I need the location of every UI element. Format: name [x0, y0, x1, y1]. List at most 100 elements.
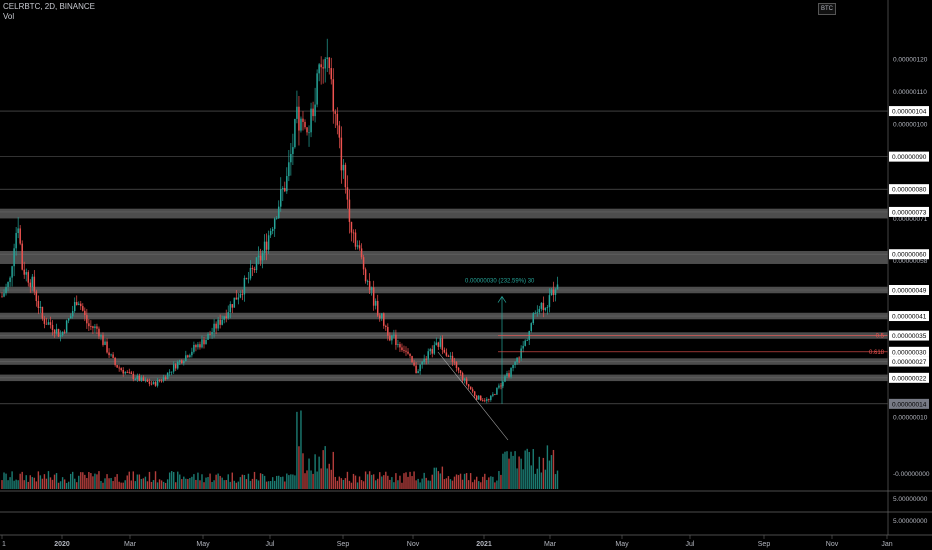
volume-bar: [403, 473, 405, 489]
candle-body: [233, 297, 236, 308]
candle-body: [395, 334, 397, 345]
volume-bar: [532, 449, 534, 489]
candle-body: [376, 300, 379, 316]
volume-bar: [393, 482, 395, 489]
candle-body: [235, 297, 238, 300]
volume-bar: [187, 479, 189, 489]
candle-body: [540, 302, 543, 309]
candle-body: [449, 355, 452, 357]
candle-body: [322, 67, 324, 69]
candle-body: [43, 318, 46, 324]
candle-body: [90, 326, 92, 327]
volume-bar: [37, 471, 40, 489]
candle-body: [104, 341, 106, 345]
price-tag: [889, 356, 929, 367]
volume-bar: [494, 482, 496, 489]
volume-bar: [348, 480, 351, 489]
price-tag-label: 0.00000104: [892, 109, 927, 116]
volume-bar: [82, 472, 84, 489]
candle-body: [138, 375, 141, 381]
volume-bar: [118, 481, 120, 489]
candle-body: [423, 358, 425, 362]
candle-body: [37, 301, 40, 308]
volume-bar: [385, 471, 387, 489]
volume-bar: [25, 475, 27, 489]
volume-bar: [492, 476, 494, 489]
volume-bar: [346, 471, 349, 489]
candle-body: [530, 323, 532, 331]
candle-body: [130, 372, 133, 374]
candle-body: [482, 400, 484, 401]
volume-bar: [74, 478, 76, 489]
volume-bar: [1, 480, 3, 489]
candle-body: [179, 360, 181, 362]
candle-body: [524, 340, 526, 346]
candle-body: [520, 348, 522, 359]
candle-body: [401, 347, 403, 351]
volume-bar: [490, 476, 492, 489]
volume-bar: [193, 474, 195, 489]
candle-body: [364, 269, 367, 282]
volume-bar: [356, 482, 359, 489]
volume-bar: [372, 474, 375, 489]
volume-bar: [379, 472, 381, 489]
candle-body: [306, 127, 308, 133]
volume-bar: [389, 479, 391, 489]
volume-bar: [457, 475, 460, 489]
volume-bar: [128, 471, 130, 489]
candle-body: [241, 294, 244, 295]
currency-button[interactable]: BTC: [818, 3, 836, 15]
candle-body: [431, 349, 434, 354]
candle-body: [294, 118, 296, 148]
candle-body: [506, 373, 508, 377]
volume-bar: [427, 480, 429, 489]
volume-bar: [189, 478, 191, 489]
volume-bar: [69, 473, 72, 489]
volume-bar: [65, 482, 68, 489]
candle-body: [67, 318, 70, 321]
volume-bar: [540, 472, 543, 489]
candle-body: [455, 362, 458, 368]
volume-bar: [469, 473, 472, 489]
volume-bar: [516, 468, 518, 489]
volume-bar: [61, 477, 64, 489]
candle-body: [538, 308, 541, 313]
time-tick-label: May: [615, 541, 629, 548]
candle-body: [73, 302, 76, 312]
candle-body: [75, 302, 78, 306]
candle-body: [308, 132, 310, 134]
candle-body: [435, 342, 438, 346]
candle-body: [106, 341, 108, 353]
candle-body: [9, 277, 11, 282]
volume-bar: [177, 471, 179, 489]
volume-bar: [235, 482, 238, 489]
candle-body: [457, 367, 460, 371]
volume-bar: [138, 474, 141, 489]
time-tick-label: Nov: [826, 541, 839, 548]
volume-bar: [316, 471, 318, 489]
volume-bar: [43, 474, 46, 489]
volume-bar: [160, 480, 163, 489]
candle-body: [120, 368, 122, 371]
volume-bar: [124, 480, 126, 489]
candle-body: [473, 391, 476, 396]
candle-body: [122, 370, 124, 374]
candle-body: [413, 362, 415, 366]
volume-bar: [164, 482, 167, 489]
volume-bar: [136, 474, 139, 489]
zone-band: [0, 250, 888, 264]
volume-bar: [183, 476, 185, 489]
candle-body: [205, 339, 207, 345]
volume-bar: [276, 475, 278, 489]
volume-bar: [330, 469, 332, 489]
volume-bar: [512, 455, 514, 489]
candle-body: [217, 319, 219, 329]
volume-bar: [354, 475, 357, 489]
volume-bar: [47, 471, 50, 489]
candle-body: [92, 326, 94, 329]
candle-body: [160, 380, 163, 382]
time-tick-label: 1: [2, 541, 6, 548]
candle-body: [35, 291, 38, 302]
volume-bar: [395, 473, 397, 489]
